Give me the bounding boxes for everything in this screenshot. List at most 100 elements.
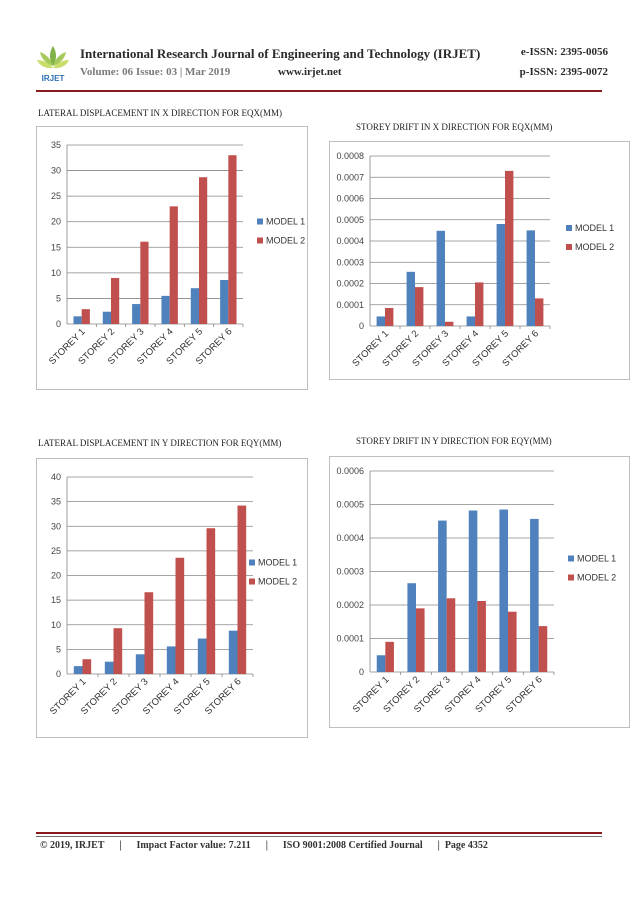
y-tick-label: 0.0006 (336, 466, 364, 476)
journal-website-link[interactable]: www.irjet.net (278, 66, 342, 78)
bar-model-2 (113, 628, 123, 674)
footer-divider-gray (36, 836, 602, 837)
bar-model-2 (228, 155, 237, 324)
y-tick-label: 0.0004 (336, 533, 364, 543)
y-tick-label: 0.0002 (336, 279, 364, 289)
bar-model-2 (535, 298, 544, 326)
bar-model-1 (468, 510, 478, 672)
y-tick-label: 25 (51, 546, 61, 556)
p-issn: p-ISSN: 2395-0072 (519, 66, 608, 78)
bar-model-2 (416, 608, 425, 672)
y-tick-label: 30 (51, 166, 61, 176)
bar-model-1 (496, 224, 505, 326)
bar-model-2 (206, 528, 216, 674)
bar-model-2 (237, 505, 247, 674)
chart-storey-drift-y: 0 0.0001 0.0002 0.0003 0.0004 0.0005 0.0006 STO… (329, 456, 630, 728)
irjet-logo: IRJET (36, 44, 70, 84)
y-tick-label: 5 (56, 644, 61, 654)
bar-model-1 (197, 638, 207, 674)
y-tick-label: 25 (51, 191, 61, 201)
volume-issue: Volume: 06 Issue: 03 | Mar 2019 (80, 66, 231, 78)
legend-label: MODEL 2 (577, 573, 616, 583)
bar-model-2 (477, 600, 486, 672)
bar-model-1 (526, 230, 535, 326)
y-tick-label: 15 (51, 242, 61, 252)
bar-model-2 (169, 206, 178, 324)
y-tick-label: 35 (51, 497, 61, 507)
y-tick-label: 0.0001 (336, 300, 364, 310)
bar-model-2 (508, 611, 517, 672)
journal-header: IRJET International Research Journal of … (36, 40, 608, 90)
bar-model-1 (220, 280, 229, 324)
y-tick-label: 0 (56, 669, 61, 679)
chart-title-lateral-y: LATERAL DISPLACEMENT IN Y DIRECTION FOR … (38, 438, 282, 448)
y-tick-label: 20 (51, 217, 61, 227)
legend-swatch (568, 555, 574, 562)
y-tick-label: 30 (51, 521, 61, 531)
footer-separator: | (119, 840, 122, 851)
bar-model-1 (407, 583, 416, 672)
y-tick-label: 10 (51, 620, 61, 630)
bar-model-1 (166, 646, 176, 674)
legend-label: MODEL 1 (266, 217, 305, 227)
legend-label: MODEL 2 (258, 577, 297, 587)
legend-label: MODEL 2 (266, 236, 305, 246)
y-tick-label: 0.0007 (336, 172, 364, 182)
y-tick-label: 20 (51, 571, 61, 581)
bar-model-1 (161, 295, 170, 324)
bar-model-1 (466, 316, 475, 326)
legend-swatch (249, 559, 255, 566)
footer-page-number: Page 4352 (444, 840, 488, 851)
y-tick-label: 10 (51, 268, 61, 278)
legend-swatch (249, 578, 255, 585)
legend-label: MODEL 1 (577, 554, 616, 564)
bar-model-1 (104, 661, 114, 674)
bar-model-2 (175, 557, 185, 674)
y-tick-label: 35 (51, 140, 61, 150)
bar-model-2 (82, 659, 92, 674)
journal-title: International Research Journal of Engine… (80, 46, 481, 61)
legend-swatch (257, 237, 263, 244)
footer-separator: | (437, 840, 440, 851)
y-tick-label: 0.0004 (336, 236, 364, 246)
page-footer: © 2019, IRJET | Impact Factor value: 7.2… (40, 840, 488, 851)
bar-model-2 (140, 241, 149, 324)
bar-model-1 (102, 311, 111, 324)
chart-storey-drift-x: 0 0.0001 0.0002 0.0003 0.0004 0.0005 0.0006 0.0… (329, 141, 630, 380)
legend-swatch (566, 244, 572, 250)
legend-label: MODEL 1 (258, 558, 297, 568)
legend-swatch (257, 218, 263, 225)
legend-label: MODEL 2 (575, 242, 614, 252)
y-tick-label: 0.0001 (336, 634, 364, 644)
bar-model-2 (445, 321, 454, 326)
y-tick-label: 0.0003 (336, 567, 364, 577)
bar-model-2 (81, 309, 90, 324)
e-issn: e-ISSN: 2395-0056 (520, 46, 608, 58)
y-tick-label: 15 (51, 595, 61, 605)
bar-model-2 (199, 177, 208, 324)
bar-model-2 (505, 170, 514, 326)
svg-text:IRJET: IRJET (42, 74, 65, 83)
footer-iso: ISO 9001:2008 Certified Journal (282, 840, 423, 851)
bar-model-1 (376, 316, 385, 326)
chart-lateral-displacement-y: 0 5 10 15 20 25 30 35 40 STOREY 1 STOREY 2 STOREY 3… (36, 458, 308, 738)
footer-impact-factor: Impact Factor value: 7.211 (136, 840, 251, 851)
y-tick-label: 0.0005 (336, 215, 364, 225)
bar-model-2 (385, 307, 394, 326)
chart-title-lateral-x: LATERAL DISPLACEMENT IN X DIRECTION FOR … (38, 108, 282, 118)
y-tick-label: 0.0008 (336, 151, 364, 161)
legend-swatch (568, 574, 574, 581)
y-tick-label: 0 (359, 667, 364, 677)
y-tick-label: 0 (56, 319, 61, 329)
bar-model-1 (132, 304, 141, 324)
legend-swatch (566, 225, 572, 231)
bar-model-1 (499, 509, 508, 672)
y-tick-label: 5 (56, 293, 61, 303)
footer-divider-red (36, 832, 602, 834)
bar-model-1 (406, 271, 415, 326)
bar-model-2 (385, 641, 394, 672)
y-tick-label: 40 (51, 472, 61, 482)
bar-model-1 (190, 288, 199, 324)
bar-model-1 (530, 518, 539, 672)
chart-title-drift-y: STOREY DRIFT IN Y DIRECTION FOR EQY(MM) (356, 436, 552, 446)
